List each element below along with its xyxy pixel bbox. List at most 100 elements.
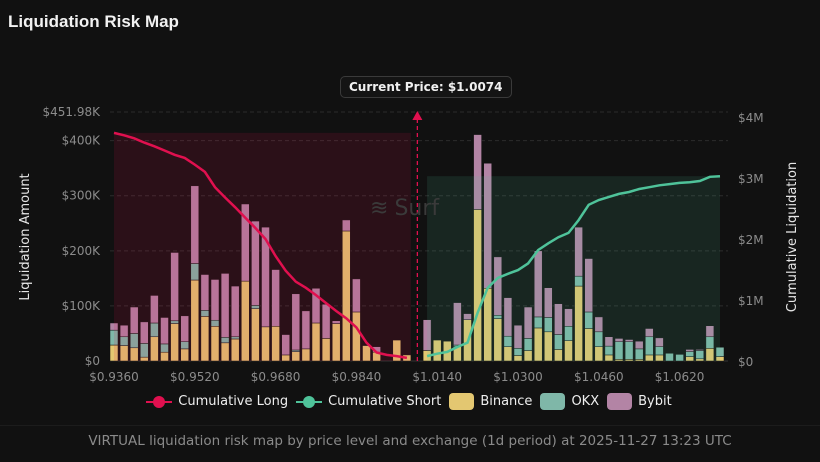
line-marker-icon [296,395,323,408]
legend-label: OKX [571,394,600,409]
short-bar-bybit [493,256,503,316]
x-tick-label: $0.9680 [251,370,301,384]
footer-caption: VIRTUAL liquidation risk map by price le… [88,433,732,449]
long-bar-bybit [150,295,159,324]
short-bar-bybit [473,134,482,210]
y-tick-label: $400K [62,134,102,148]
long-bar-bybit [230,285,240,338]
short-bar-binance [432,339,442,362]
long-bar-bybit [220,273,230,338]
cumulative-long-line [113,131,408,360]
waves-icon: ≋ [370,196,389,221]
short-bar-bybit [422,319,432,351]
y2-tick-label: $3M [738,172,764,186]
x-tick-label: $1.0620 [655,370,705,384]
cumulative-short-line [426,174,721,358]
liquidation-chart: $0 $100K $200K $300K $400K $451.98K $0 $1M $2M $3… [18,105,800,384]
divider [0,425,820,426]
long-bar-bybit [119,324,129,338]
long-bar-bybit [170,252,179,322]
long-bar-bybit [261,226,270,328]
y-tick-label: $200K [62,244,102,258]
long-bar-binance [362,345,371,362]
long-bar-bybit [180,315,189,342]
x-tick-label: $1.0460 [574,370,624,384]
y-tick-label: $0 [85,354,100,368]
current-price-arrow-icon [412,111,423,120]
short-bar-okx [675,354,684,362]
short-bar-bybit [584,258,593,313]
x-tick-label: $0.9840 [332,370,382,384]
legend-binance[interactable]: Binance [449,393,532,410]
short-bar-bybit [594,316,604,333]
legend-label: Cumulative Long [178,394,289,409]
short-bar-bybit [624,339,634,342]
y2-axis-title: Cumulative Liquidation [785,162,800,312]
legend-cumulative-long[interactable]: Cumulative Long [146,394,288,409]
legend-label: Binance [480,394,533,409]
legend-cumulative-short[interactable]: Cumulative Short [296,394,441,409]
y2-tick-label: $2M [738,233,764,247]
long-bar-bybit [109,322,119,331]
short-bar-okx [665,353,674,362]
x-tick-label: $1.0140 [412,370,462,384]
short-bar-bybit [554,303,563,335]
long-bar-bybit [241,203,250,282]
short-bar-bybit [544,287,553,318]
long-bar-bybit [271,269,280,327]
legend-label: Bybit [638,394,672,409]
short-bar-bybit [564,308,573,327]
long-bar-bybit [210,279,220,321]
y2-tick-label: $4M [738,111,764,125]
swatch-icon [449,393,475,410]
short-bar-bybit [513,324,523,349]
y-tick-label: $100K [62,299,102,313]
short-area [427,176,720,361]
x-tick-label: $1.0300 [493,370,543,384]
swatch-icon [540,393,566,410]
line-marker-icon [146,395,173,408]
long-bar-bybit [352,278,361,313]
short-bar-bybit [604,336,614,347]
long-bar-bybit [251,220,260,306]
surf-watermark: ≋ Surf [370,196,439,221]
short-bar-bybit [695,349,705,351]
y-tick-label: $300K [62,189,102,203]
legend-okx[interactable]: OKX [540,393,599,410]
short-bar-bybit [463,313,472,320]
long-bar-bybit [342,219,351,232]
chart-legend: Cumulative Long Cumulative Short Binance… [0,393,820,410]
short-bar-bybit [453,302,462,346]
long-bar-bybit [140,321,149,344]
long-bar-bybit [160,317,169,345]
long-bar-bybit [301,310,311,350]
short-bar-bybit [645,328,654,338]
long-bar-bybit [311,288,321,324]
short-bar-bybit [705,325,715,338]
short-bar-bybit [614,338,624,342]
long-area [114,132,411,361]
short-bar-bybit [655,337,664,347]
x-tick-label: $0.9360 [89,370,139,384]
x-tick-label: $0.9520 [170,370,220,384]
legend-bybit[interactable]: Bybit [607,393,672,410]
short-bar-bybit [685,349,694,352]
current-price-tooltip: Current Price: $1.0074 [340,76,512,98]
short-bar-bybit [634,340,644,350]
long-bar-bybit [200,274,210,311]
y-tick-label: $451.98K [43,105,102,119]
long-bar-bybit [331,320,341,324]
y2-tick-label: $0 [738,355,753,369]
page-title: Liquidation Risk Map [8,12,179,31]
long-bar-binance [392,339,402,362]
short-bar-bybit [503,297,513,337]
watermark-text: Surf [394,196,440,221]
y-axis-title: Liquidation Amount [18,173,33,300]
short-bar-okx [715,346,725,357]
y2-tick-label: $1M [738,294,764,308]
short-bar-bybit [574,226,583,277]
long-bar-bybit [281,334,290,356]
long-bar-bybit [129,306,139,334]
legend-label: Cumulative Short [328,394,442,409]
swatch-icon [607,393,633,410]
